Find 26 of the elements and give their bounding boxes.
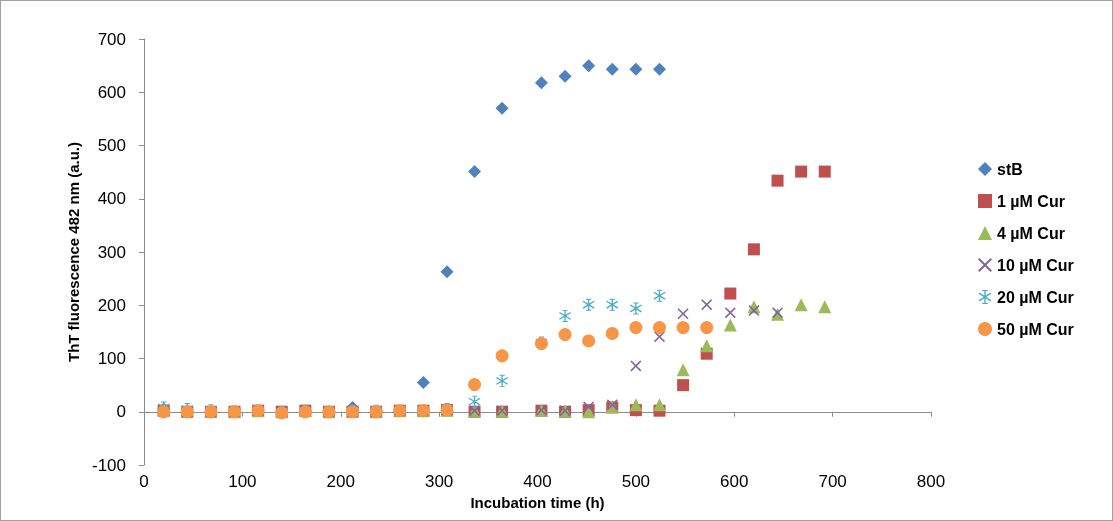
x-tick-label: 200 — [326, 472, 355, 491]
legend-label: 4 µM Cur — [997, 224, 1065, 242]
x-tick-label: 0 — [139, 472, 149, 491]
legend-label: 50 µM Cur — [997, 320, 1074, 338]
legend-label: 10 µM Cur — [997, 256, 1074, 274]
y-axis-title: ThT fluorescence 482 nm (a.u.) — [65, 141, 83, 363]
legend-label: 20 µM Cur — [997, 288, 1074, 306]
x-tick-label: 400 — [523, 472, 552, 491]
x-tick-label: 600 — [720, 472, 749, 491]
y-tick-label: 600 — [97, 82, 126, 102]
legend-label: 1 µM Cur — [997, 192, 1065, 210]
x-axis-title: Incubation time (h) — [470, 493, 605, 511]
y-tick-label: 700 — [97, 29, 126, 49]
y-tick-label: 300 — [97, 242, 126, 262]
x-tick-label: 700 — [818, 472, 847, 491]
x-tick-label: 300 — [424, 472, 454, 491]
y-tick-label: -100 — [91, 455, 126, 475]
x-tick-label: 800 — [916, 472, 946, 491]
y-tick-label: 100 — [97, 349, 126, 368]
y-tick-label: 0 — [116, 402, 126, 422]
legend-label: stB — [997, 160, 1023, 178]
y-tick-label: 200 — [97, 295, 126, 315]
x-tick-label: 500 — [621, 472, 651, 491]
x-tick-label: 100 — [228, 472, 257, 491]
y-tick-label: 500 — [97, 136, 126, 155]
y-tick-label: 400 — [97, 189, 126, 209]
